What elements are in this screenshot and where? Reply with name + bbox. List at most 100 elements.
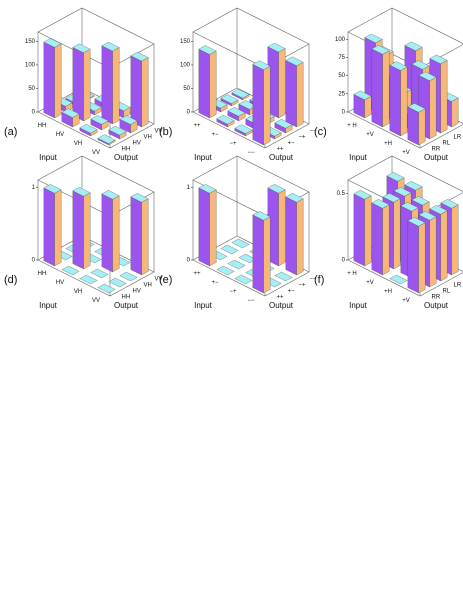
output-label: RL bbox=[443, 141, 451, 147]
bar-side bbox=[141, 198, 149, 276]
bar-side bbox=[429, 76, 437, 140]
bar-front bbox=[198, 48, 210, 119]
input-label: +H bbox=[384, 289, 392, 295]
bar bbox=[252, 60, 271, 146]
x-axis-label: Input bbox=[194, 153, 213, 162]
bar-front bbox=[407, 220, 419, 294]
z-tick-label: 100 bbox=[25, 63, 36, 69]
bar-top bbox=[79, 124, 98, 134]
bar-side bbox=[364, 95, 372, 119]
bar-top bbox=[411, 196, 430, 206]
bar-top bbox=[285, 56, 304, 66]
box-top bbox=[347, 7, 463, 69]
bar bbox=[231, 88, 250, 101]
bar-top bbox=[72, 187, 91, 197]
output-label: +− bbox=[288, 141, 296, 147]
input-label: −− bbox=[247, 150, 255, 156]
bar-top bbox=[79, 274, 98, 285]
output-label: VV bbox=[155, 129, 163, 135]
z-tick-label: 1 bbox=[32, 185, 36, 191]
bar-top bbox=[72, 43, 91, 53]
bar-top bbox=[101, 41, 120, 52]
bar-top bbox=[220, 244, 239, 255]
panel-label: (d) bbox=[4, 274, 17, 286]
bar bbox=[227, 259, 246, 270]
bar-top bbox=[220, 94, 239, 104]
bar-side bbox=[400, 66, 408, 137]
input-label: +− bbox=[211, 132, 219, 138]
bar-top bbox=[418, 211, 437, 221]
bar bbox=[274, 271, 293, 282]
input-label: +− bbox=[211, 280, 219, 286]
bar-side bbox=[296, 198, 304, 276]
bar bbox=[90, 115, 109, 131]
bar-top bbox=[231, 88, 250, 99]
bar bbox=[198, 184, 217, 267]
input-label: ++ bbox=[193, 123, 201, 129]
bar-front bbox=[198, 187, 210, 267]
z-tick-label: 0 bbox=[32, 258, 36, 264]
bar bbox=[234, 274, 253, 285]
bar-side bbox=[278, 48, 286, 119]
input-label: +H bbox=[384, 141, 392, 147]
input-label: +V bbox=[366, 280, 374, 286]
output-label: −− bbox=[310, 129, 318, 135]
bar bbox=[371, 199, 390, 276]
bar-top bbox=[411, 60, 430, 70]
bar-top bbox=[252, 211, 271, 221]
bar-front bbox=[371, 48, 383, 128]
panel-label: (a) bbox=[4, 126, 17, 138]
bar-top bbox=[353, 90, 372, 100]
bar-side bbox=[451, 97, 459, 128]
input-label: HH bbox=[38, 123, 47, 129]
z-tick-label: 25 bbox=[338, 91, 345, 97]
bar-top bbox=[429, 205, 448, 215]
input-label: ++ bbox=[193, 271, 201, 277]
bar-side bbox=[382, 50, 390, 128]
bar-top bbox=[382, 193, 401, 203]
z-tick-label: 100 bbox=[335, 37, 346, 43]
bar bbox=[389, 274, 408, 285]
bar-front bbox=[353, 193, 365, 267]
input-label: VV bbox=[92, 298, 100, 304]
z-tick-label: 150 bbox=[180, 39, 191, 45]
input-label: + H bbox=[347, 123, 357, 129]
z-tick-label: 50 bbox=[28, 86, 35, 92]
output-label: HH bbox=[122, 295, 131, 301]
output-label: VH bbox=[144, 283, 152, 289]
bar-front bbox=[407, 106, 419, 146]
bar bbox=[267, 42, 286, 119]
bar-top bbox=[90, 268, 109, 279]
bar-side bbox=[112, 47, 120, 125]
bar-top bbox=[371, 199, 390, 209]
z-tick-label: 100 bbox=[180, 63, 191, 69]
bar-front bbox=[285, 196, 297, 276]
output-label: −− bbox=[310, 277, 318, 283]
input-label: + H bbox=[347, 271, 357, 277]
z-tick-label: 75 bbox=[338, 55, 345, 61]
bar bbox=[252, 211, 271, 294]
bar-top bbox=[101, 190, 120, 200]
bar-top bbox=[371, 45, 390, 55]
bar-top bbox=[267, 184, 286, 194]
bar-front bbox=[389, 64, 401, 137]
bar bbox=[371, 45, 390, 128]
z-tick-label: 0 bbox=[342, 258, 346, 264]
z-tick-label: 50 bbox=[338, 73, 345, 79]
bar bbox=[285, 193, 304, 276]
bar-front bbox=[371, 202, 383, 276]
bar-side bbox=[83, 48, 91, 122]
bar-top bbox=[61, 108, 80, 118]
bar bbox=[119, 115, 138, 134]
output-label: HV bbox=[133, 289, 141, 295]
bar-top bbox=[285, 193, 304, 203]
bar-side bbox=[112, 195, 120, 273]
bar-top bbox=[97, 283, 116, 294]
bar-top bbox=[353, 190, 372, 200]
z-tick-label: 150 bbox=[25, 39, 36, 45]
bar-front bbox=[130, 55, 142, 128]
bar-front bbox=[252, 214, 264, 294]
output-label: HH bbox=[122, 147, 131, 153]
bar bbox=[61, 108, 80, 128]
